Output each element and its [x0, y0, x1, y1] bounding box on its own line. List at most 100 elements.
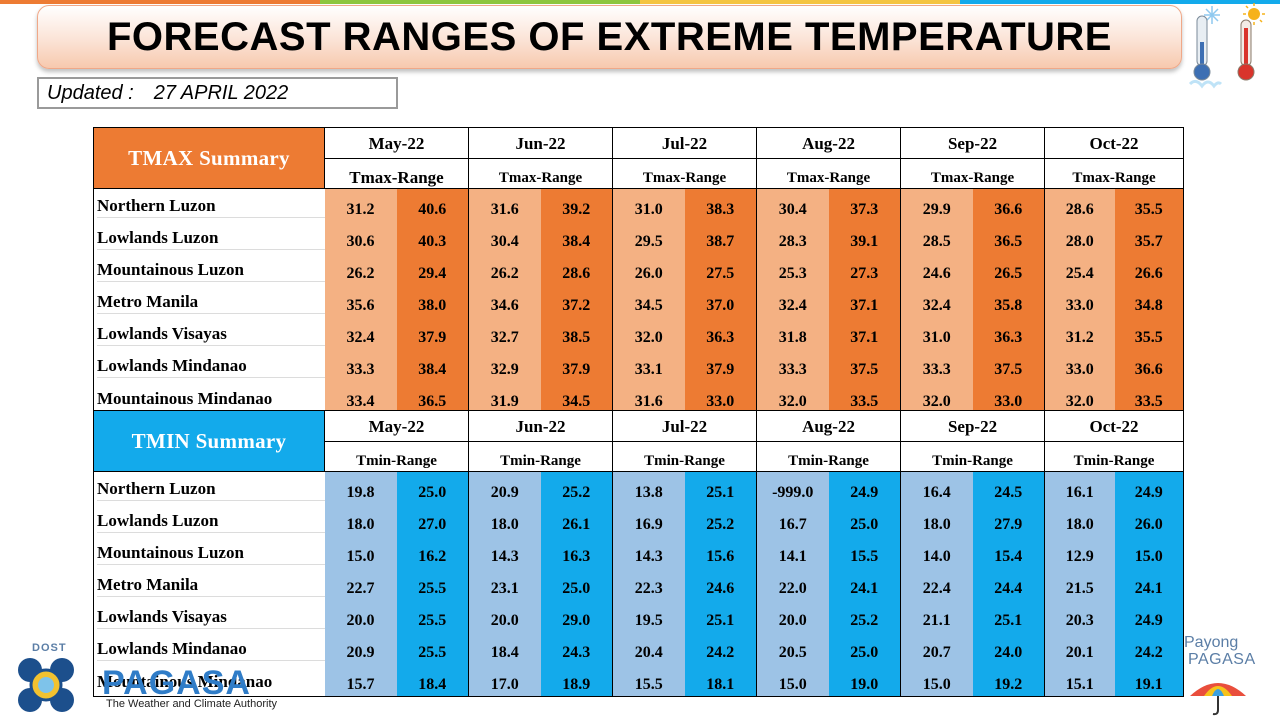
- range-max-cell: 24.1: [1114, 568, 1185, 600]
- pagasa-wordmark: PAGASA: [102, 664, 251, 702]
- region-name: Metro Manila: [97, 568, 325, 597]
- range-min-cell: 33.0: [1044, 285, 1115, 317]
- range-min-cell: 31.2: [324, 188, 397, 221]
- range-min-cell: 15.1: [1044, 664, 1115, 697]
- range-max-cell: 26.5: [972, 253, 1046, 285]
- range-subheader: Tmin-Range: [900, 441, 1046, 472]
- hot-thermometer-icon: [1237, 3, 1265, 81]
- range-min-cell: 17.0: [468, 664, 541, 697]
- range-min-cell: 20.9: [468, 471, 541, 504]
- range-max-cell: 37.9: [684, 349, 758, 381]
- range-min-cell: 33.1: [612, 349, 685, 381]
- range-min-cell: 31.9: [468, 381, 541, 414]
- range-min-cell: 32.4: [756, 285, 829, 317]
- range-min-cell: 20.1: [1044, 632, 1115, 664]
- region-name: Lowlands Luzon: [97, 504, 325, 533]
- range-max-cell: 25.2: [540, 471, 614, 504]
- range-min-cell: 31.0: [612, 188, 685, 221]
- range-max-cell: 24.2: [1114, 632, 1185, 664]
- range-min-cell: 15.5: [612, 664, 685, 697]
- range-min-cell: -999.0: [756, 471, 829, 504]
- range-max-cell: 36.3: [684, 317, 758, 349]
- range-max-cell: 36.5: [396, 381, 469, 414]
- range-max-cell: 25.5: [396, 568, 469, 600]
- dost-label: DOST: [32, 642, 67, 654]
- tmax-summary-table: TMAX Summary May-22 Jun-22 Jul-22 Aug-22…: [93, 127, 1185, 414]
- range-min-cell: 26.2: [324, 253, 397, 285]
- range-max-cell: 24.1: [828, 568, 902, 600]
- region-name: Mountainous Mindanao: [97, 672, 273, 691]
- range-subheader: Tmin-Range: [467, 441, 614, 472]
- table-row: Mountainous Luzon 26.2 29.4 26.2 28.6 26.0 27.…: [93, 253, 1185, 285]
- range-max-cell: 33.5: [1114, 381, 1185, 414]
- region-name: Lowlands Visayas: [97, 600, 325, 629]
- range-max-cell: 40.6: [396, 188, 469, 221]
- range-max-cell: 37.9: [396, 317, 469, 349]
- region-name: Metro Manila: [97, 285, 325, 314]
- range-max-cell: 25.0: [828, 504, 902, 536]
- table-row: Northern Luzon 31.2 40.6 31.6 39.2 31.0 38.3 30…: [93, 188, 1185, 221]
- table-row: Lowlands Visayas 32.4 37.9 32.7 38.5 32.0 36.3…: [93, 317, 1185, 349]
- range-max-cell: 33.5: [828, 381, 902, 414]
- range-subheader: Tmin-Range: [612, 441, 758, 472]
- range-min-cell: 33.3: [756, 349, 829, 381]
- payong-pagasa-label: PAGASA: [1188, 651, 1256, 668]
- table-row: Lowlands Visayas 20.0 25.5 20.0 29.0 19.5 25.1…: [93, 600, 1185, 632]
- payong-label: Payong: [1184, 634, 1239, 651]
- range-max-cell: 25.1: [684, 600, 758, 632]
- range-min-cell: 18.4: [468, 632, 541, 664]
- range-max-cell: 36.6: [1114, 349, 1185, 381]
- range-max-cell: 38.4: [396, 349, 469, 381]
- updated-box: Updated : 27 APRIL 2022: [37, 77, 398, 109]
- table-row: Lowlands Luzon 30.6 40.3 30.4 38.4 29.5 38.7 28…: [93, 221, 1185, 253]
- pagasa-tagline: The Weather and Climate Authority: [106, 698, 277, 710]
- month-header: May-22: [324, 410, 469, 442]
- range-max-cell: 34.8: [1114, 285, 1185, 317]
- table-row: Lowlands Luzon 18.0 27.0 18.0 26.1 16.9 25.2 16…: [93, 504, 1185, 536]
- range-min-cell: 30.4: [756, 188, 829, 221]
- range-min-cell: 32.0: [900, 381, 973, 414]
- range-min-cell: 31.2: [1044, 317, 1115, 349]
- range-max-cell: 25.1: [972, 600, 1046, 632]
- table-row: Mountainous Mindanao 15.7 18.4 17.0 18.9 15.5…: [93, 664, 1185, 697]
- range-min-cell: 33.3: [900, 349, 973, 381]
- table-row: Metro Manila 35.6 38.0 34.6 37.2 34.5 37.0 32.4…: [93, 285, 1185, 317]
- range-min-cell: 29.5: [612, 221, 685, 253]
- range-max-cell: 18.9: [540, 664, 614, 697]
- range-min-cell: 19.8: [324, 471, 397, 504]
- range-max-cell: 37.1: [828, 317, 902, 349]
- range-min-cell: 21.5: [1044, 568, 1115, 600]
- range-max-cell: 37.5: [972, 349, 1046, 381]
- pagasa-footer-logo: DOST PAGASA The Weather and Climate Auth…: [10, 640, 310, 718]
- range-min-cell: 24.6: [900, 253, 973, 285]
- range-subheader: Tmax-Range: [612, 158, 758, 189]
- range-min-cell: 22.0: [756, 568, 829, 600]
- range-max-cell: 35.8: [972, 285, 1046, 317]
- month-header: Sep-22: [900, 410, 1046, 442]
- range-min-cell: 28.5: [900, 221, 973, 253]
- range-max-cell: 18.1: [684, 664, 758, 697]
- range-min-cell: 32.7: [468, 317, 541, 349]
- range-min-cell: 20.4: [612, 632, 685, 664]
- month-header: May-22: [324, 127, 469, 159]
- month-header: Jun-22: [467, 410, 614, 442]
- range-min-cell: 25.4: [1044, 253, 1115, 285]
- range-min-cell: 32.0: [612, 317, 685, 349]
- region-name: Lowlands Mindanao: [97, 349, 325, 378]
- range-max-cell: 38.4: [540, 221, 614, 253]
- range-max-cell: 25.2: [828, 600, 902, 632]
- range-min-cell: 14.3: [612, 536, 685, 568]
- range-max-cell: 25.1: [684, 471, 758, 504]
- region-name: Lowlands Luzon: [97, 221, 325, 250]
- range-max-cell: 18.4: [396, 664, 469, 697]
- table-row: Mountainous Mindanao 33.4 36.5 31.9 34.5 31.6…: [93, 381, 1185, 414]
- range-min-cell: 31.8: [756, 317, 829, 349]
- range-max-cell: 24.5: [972, 471, 1046, 504]
- range-max-cell: 15.5: [828, 536, 902, 568]
- range-max-cell: 28.6: [540, 253, 614, 285]
- range-max-cell: 35.5: [1114, 188, 1185, 221]
- range-max-cell: 35.7: [1114, 221, 1185, 253]
- month-header: Oct-22: [1044, 410, 1185, 442]
- range-min-cell: 34.6: [468, 285, 541, 317]
- region-name: Lowlands Visayas: [97, 317, 325, 346]
